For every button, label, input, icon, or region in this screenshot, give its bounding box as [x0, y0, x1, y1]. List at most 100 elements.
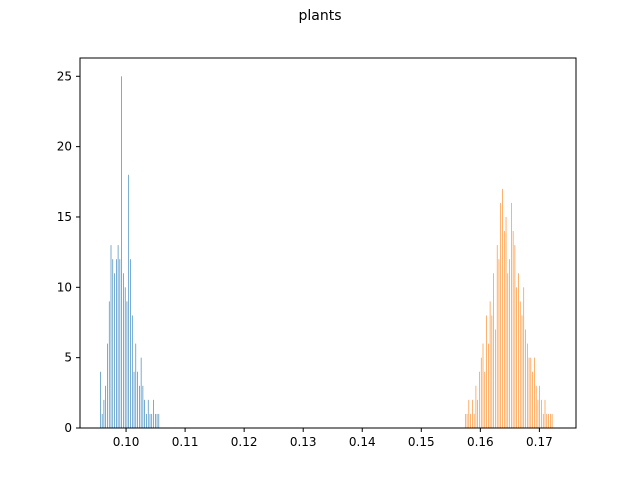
y-tick-label: 15	[57, 210, 72, 224]
histogram-bar-series-1	[544, 399, 546, 428]
histogram-bar-series-1	[521, 315, 523, 428]
histogram-bar-series-0	[124, 287, 126, 428]
histogram-bar-series-1	[541, 399, 542, 428]
histogram-bar-series-1	[489, 301, 491, 428]
histogram-bar-series-1	[472, 399, 473, 428]
histogram-bar-series-1	[507, 273, 509, 428]
histogram-bar-series-0	[154, 413, 156, 428]
histogram-bar-series-1	[539, 385, 540, 428]
histogram-bar-series-1	[537, 399, 539, 428]
histogram-bar-series-0	[133, 371, 135, 428]
histogram-bar-series-1	[509, 259, 510, 428]
x-tick-label: 0.14	[349, 435, 376, 449]
histogram-bar-series-0	[116, 259, 117, 428]
histogram-bar-series-1	[534, 357, 535, 428]
histogram-bar-series-0	[108, 301, 110, 428]
histogram-bar-series-0	[112, 259, 114, 428]
histogram-bar-series-0	[128, 174, 130, 428]
histogram-bar-series-1	[523, 287, 525, 428]
histogram-bar-series-1	[532, 371, 533, 428]
y-tick-label: 10	[57, 280, 72, 294]
histogram-bar-series-1	[475, 385, 477, 428]
histogram-bar-series-1	[484, 371, 486, 428]
histogram-bar-series-0	[142, 385, 144, 428]
histogram-bar-series-1	[525, 329, 526, 428]
histogram-bar-series-1	[505, 216, 507, 428]
histogram-bar-series-1	[526, 343, 528, 428]
x-tick-label: 0.17	[526, 435, 553, 449]
histogram-bar-series-1	[502, 188, 503, 428]
histogram-bar-series-0	[137, 371, 138, 428]
histogram-bar-series-0	[149, 413, 151, 428]
histogram-bar-series-0	[103, 399, 105, 428]
y-tick-label: 0	[64, 421, 72, 435]
histogram-bar-series-1	[486, 315, 487, 428]
histogram-bar-series-0	[123, 273, 124, 428]
histogram-bar-series-0	[135, 343, 137, 428]
histogram-bar-series-1	[500, 202, 502, 428]
histogram-bar-series-0	[117, 245, 119, 428]
histogram-bar-series-0	[151, 413, 153, 428]
histogram-bar-series-1	[530, 357, 532, 428]
histogram-bar-series-1	[518, 273, 519, 428]
histogram-bar-series-0	[105, 385, 106, 428]
histogram-bar-series-0	[121, 76, 122, 428]
chart-title: plants	[298, 8, 342, 24]
y-tick-label: 25	[57, 69, 72, 83]
histogram-bar-series-1	[473, 413, 475, 428]
histogram-bar-series-1	[550, 413, 551, 428]
plot-frame	[79, 57, 577, 429]
histogram-bar-series-1	[466, 413, 468, 428]
histogram-bar-series-1	[464, 413, 466, 428]
histogram-bar-series-0	[147, 399, 149, 428]
histogram-bar-series-0	[130, 259, 131, 428]
y-tick-label: 20	[57, 140, 72, 154]
histogram-bar-series-0	[119, 259, 121, 428]
x-tick-label: 0.13	[290, 435, 317, 449]
histogram-bar-series-1	[535, 385, 537, 428]
histogram-bar-series-1	[516, 287, 517, 428]
histogram-bar-series-0	[114, 273, 115, 428]
histogram-bar-series-0	[101, 413, 103, 428]
histogram-bar-series-0	[110, 245, 112, 428]
histogram-bar-series-1	[548, 413, 549, 428]
histogram-bar-series-1	[542, 413, 544, 428]
x-tick-label: 0.12	[231, 435, 258, 449]
histogram-bar-series-0	[100, 371, 101, 428]
histogram-bar-series-0	[156, 413, 158, 428]
y-tick-label: 5	[64, 351, 72, 365]
x-tick-label: 0.16	[467, 435, 494, 449]
histogram-bar-series-1	[495, 329, 496, 428]
histogram-bar-series-1	[511, 202, 512, 428]
histogram-bar-series-0	[131, 315, 133, 428]
histogram-bar-series-1	[512, 231, 514, 428]
histogram-bar-series-1	[551, 413, 553, 428]
histogram-bar-series-1	[528, 357, 530, 428]
histogram-bar-series-1	[514, 245, 516, 428]
histogram-bar-series-0	[140, 357, 142, 428]
histogram-bar-series-1	[477, 399, 478, 428]
histogram-bar-series-1	[479, 371, 480, 428]
histogram-bar-series-0	[107, 343, 108, 428]
histogram-bar-series-1	[498, 259, 500, 428]
histogram-bar-series-1	[470, 413, 471, 428]
histogram-bar-series-1	[482, 343, 484, 428]
histogram-bar-series-1	[546, 413, 548, 428]
histogram-bar-series-1	[503, 231, 505, 428]
histogram-bar-series-1	[519, 301, 521, 428]
x-tick-label: 0.15	[408, 435, 435, 449]
histogram-bar-series-0	[139, 385, 140, 428]
histogram-bar-series-1	[496, 245, 498, 428]
histogram-bar-series-1	[480, 357, 482, 428]
histogram-bar-series-1	[493, 273, 494, 428]
histogram-bar-series-1	[491, 315, 493, 428]
histogram-bar-series-1	[468, 399, 470, 428]
x-tick-label: 0.11	[172, 435, 199, 449]
histogram-bar-series-0	[126, 301, 128, 428]
histogram-bar-series-0	[146, 413, 147, 428]
histogram-bar-series-0	[153, 399, 154, 428]
histogram-bar-series-1	[488, 343, 489, 428]
x-tick-label: 0.10	[113, 435, 140, 449]
